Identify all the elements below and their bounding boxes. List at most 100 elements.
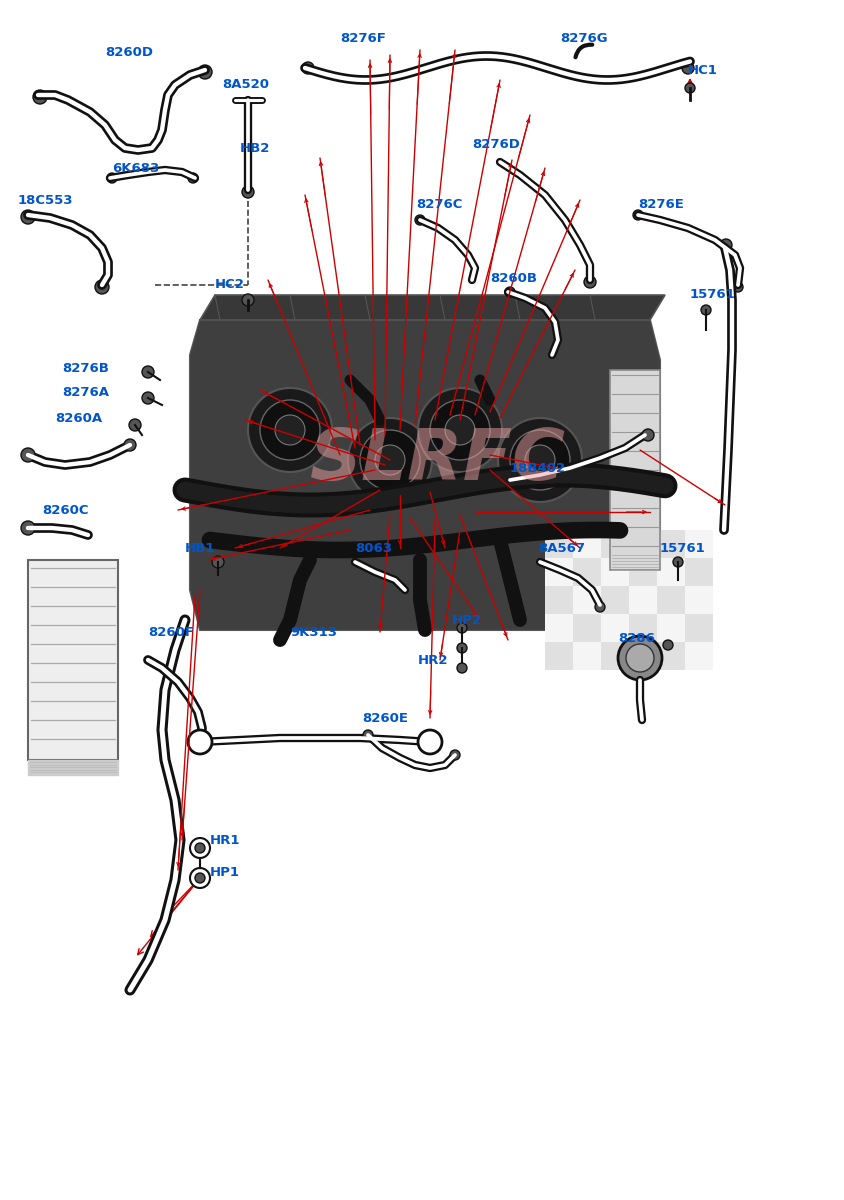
Bar [544, 642, 572, 670]
Text: 18C553: 18C553 [18, 193, 73, 206]
Circle shape [375, 445, 404, 475]
Bar [684, 558, 712, 586]
Text: 8276D: 8276D [472, 138, 519, 151]
Bar [628, 586, 657, 614]
Polygon shape [200, 295, 664, 320]
Circle shape [21, 521, 35, 535]
Bar [657, 642, 684, 670]
Bar [628, 530, 657, 558]
Text: HC2: HC2 [214, 278, 245, 292]
Circle shape [450, 750, 459, 760]
Text: 6K683: 6K683 [112, 162, 159, 174]
Text: HP2: HP2 [452, 613, 481, 626]
Circle shape [505, 287, 514, 296]
Circle shape [241, 294, 254, 306]
Circle shape [348, 418, 431, 502]
Text: 8276G: 8276G [560, 31, 607, 44]
Text: 9K313: 9K313 [289, 625, 337, 638]
Circle shape [274, 415, 305, 445]
Circle shape [583, 276, 595, 288]
Circle shape [21, 448, 35, 462]
Circle shape [617, 636, 661, 680]
Circle shape [445, 415, 474, 445]
Circle shape [142, 366, 154, 378]
Circle shape [195, 874, 205, 883]
Circle shape [510, 430, 570, 490]
Bar [572, 642, 600, 670]
Circle shape [732, 282, 742, 292]
Text: 8260A: 8260A [55, 412, 102, 425]
Circle shape [194, 736, 206, 748]
Bar [544, 586, 572, 614]
Circle shape [701, 305, 710, 314]
Circle shape [129, 419, 141, 431]
Circle shape [95, 280, 109, 294]
Text: 8063: 8063 [354, 541, 392, 554]
Polygon shape [190, 320, 659, 630]
Bar [657, 586, 684, 614]
Text: HR2: HR2 [418, 654, 448, 666]
Circle shape [195, 842, 205, 853]
Text: 8260C: 8260C [42, 504, 89, 516]
Bar [544, 558, 572, 586]
Circle shape [197, 65, 212, 79]
Text: 8260F: 8260F [148, 625, 194, 638]
Bar [600, 642, 628, 670]
Text: 15761: 15761 [690, 288, 735, 301]
Text: 8276E: 8276E [637, 198, 683, 211]
Bar [600, 558, 628, 586]
Text: HP1: HP1 [210, 865, 240, 878]
Bar [572, 586, 600, 614]
Circle shape [719, 239, 731, 251]
Circle shape [430, 400, 490, 460]
Polygon shape [28, 760, 118, 775]
Text: 8260E: 8260E [361, 712, 408, 725]
Circle shape [247, 388, 332, 472]
Text: HB2: HB2 [240, 142, 270, 155]
Circle shape [142, 392, 154, 404]
Circle shape [301, 62, 314, 74]
Text: 8276A: 8276A [62, 386, 109, 400]
Bar [657, 558, 684, 586]
Text: 15761: 15761 [659, 541, 705, 554]
Circle shape [21, 210, 35, 224]
Bar [572, 530, 600, 558]
Text: 18B402: 18B402 [510, 462, 565, 474]
Circle shape [457, 662, 467, 673]
Bar [684, 614, 712, 642]
Circle shape [241, 186, 254, 198]
Circle shape [663, 640, 672, 650]
Circle shape [33, 90, 47, 104]
Circle shape [212, 556, 224, 568]
Text: 8276F: 8276F [339, 31, 386, 44]
Circle shape [187, 730, 212, 754]
Circle shape [457, 643, 467, 653]
Circle shape [260, 400, 320, 460]
Text: 8276B: 8276B [62, 361, 109, 374]
Circle shape [190, 838, 210, 858]
Text: HC1: HC1 [687, 64, 717, 77]
Bar [657, 530, 684, 558]
Text: 8286: 8286 [617, 631, 654, 644]
Bar [609, 370, 659, 570]
Circle shape [497, 418, 582, 502]
Bar [628, 642, 657, 670]
Bar [684, 586, 712, 614]
Circle shape [418, 388, 501, 472]
Text: 8260B: 8260B [490, 271, 537, 284]
Circle shape [625, 644, 653, 672]
Bar [628, 558, 657, 586]
Text: HR1: HR1 [210, 834, 241, 846]
Bar [684, 642, 712, 670]
Circle shape [594, 602, 604, 612]
Text: 8A520: 8A520 [222, 78, 268, 91]
Circle shape [414, 215, 425, 226]
Bar [657, 614, 684, 642]
Text: HB1: HB1 [185, 541, 215, 554]
Bar [544, 614, 572, 642]
Circle shape [672, 557, 682, 566]
Circle shape [457, 623, 467, 634]
Circle shape [418, 730, 441, 754]
Bar [28, 560, 118, 760]
Circle shape [632, 210, 642, 220]
